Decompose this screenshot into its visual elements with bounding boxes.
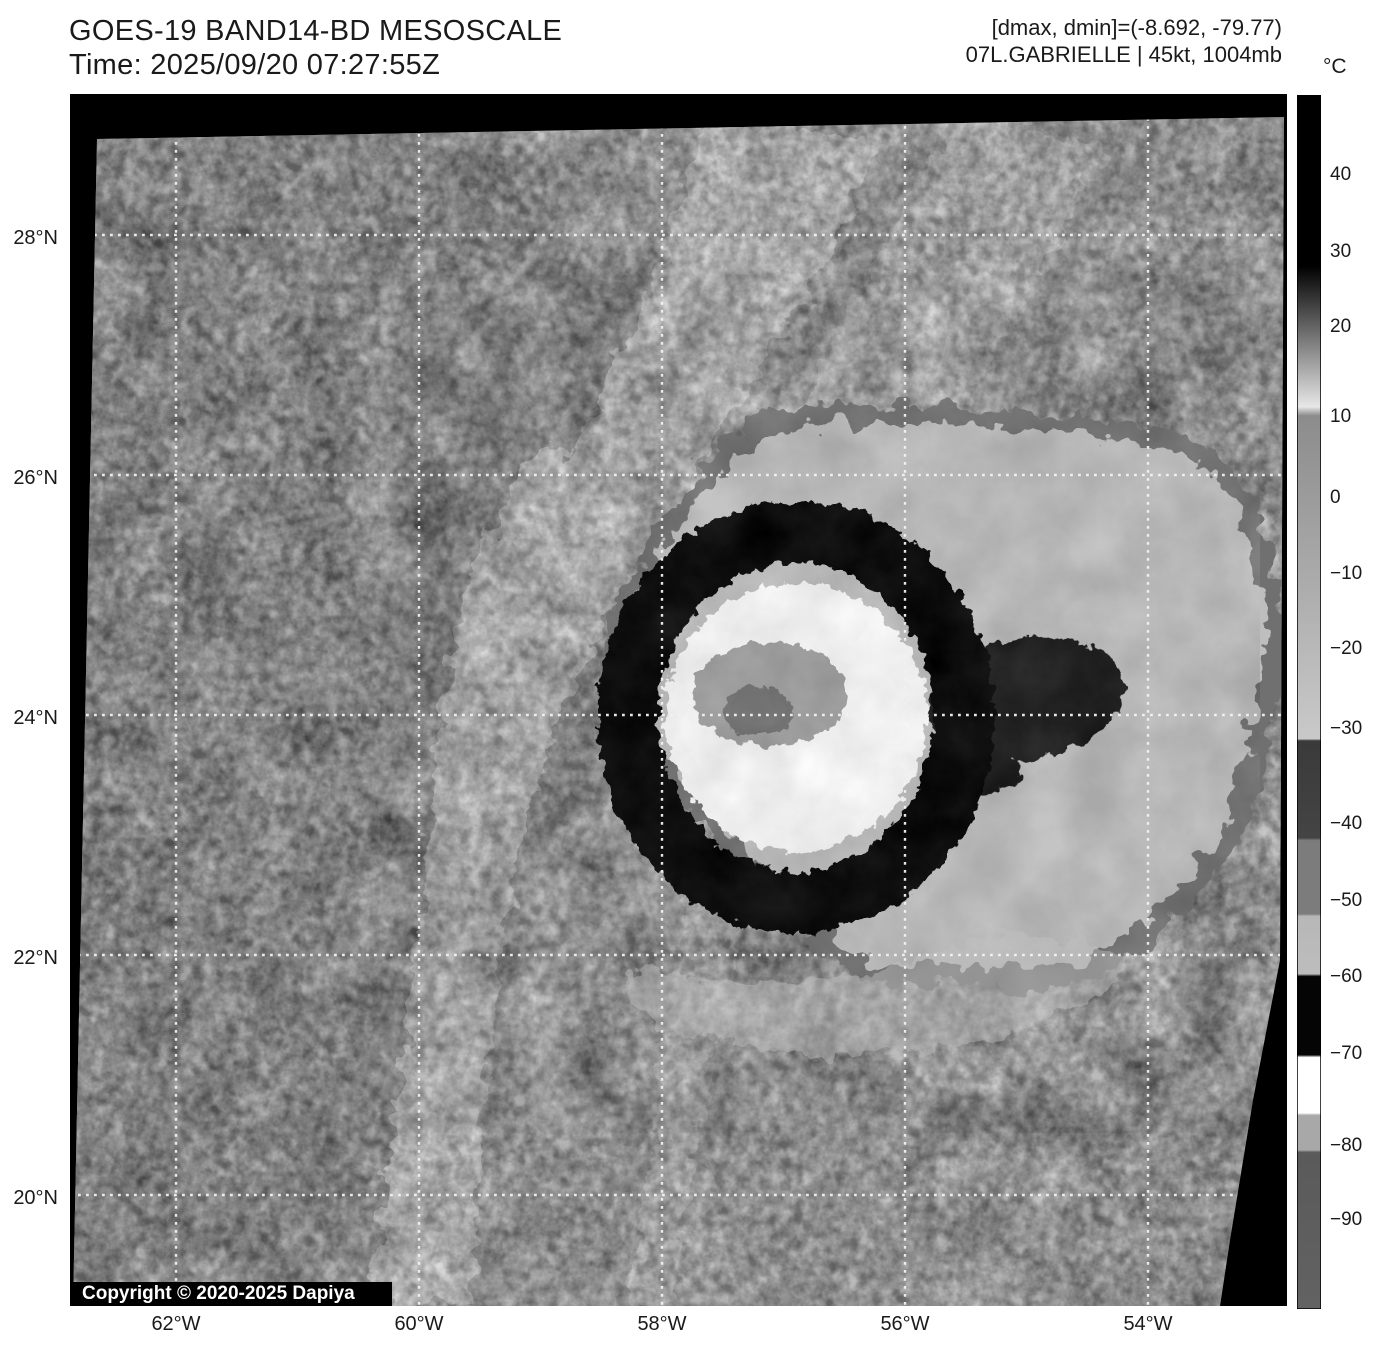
svg-text:Copyright © 2020-2025 Dapiya: Copyright © 2020-2025 Dapiya bbox=[82, 1283, 355, 1304]
